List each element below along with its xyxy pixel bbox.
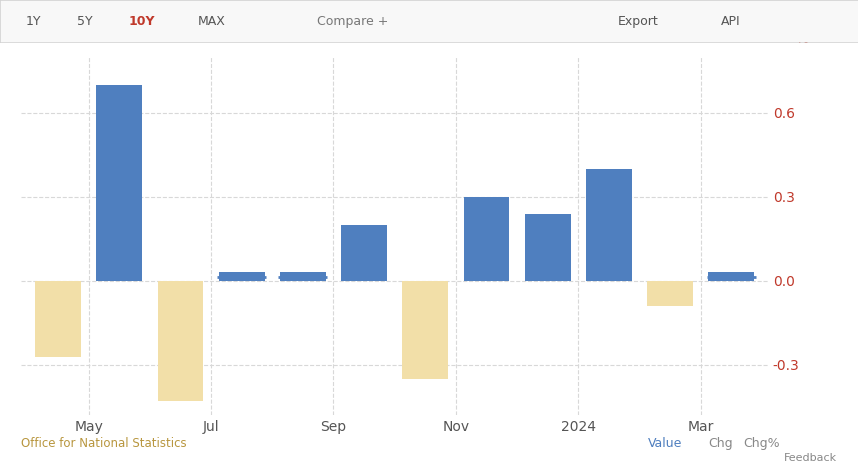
Text: Compare +: Compare + xyxy=(317,15,389,28)
Bar xyxy=(647,281,693,306)
Bar xyxy=(463,197,510,281)
Text: Export: Export xyxy=(618,15,658,28)
Bar xyxy=(35,281,82,356)
Bar xyxy=(96,84,142,281)
Text: 1Y: 1Y xyxy=(26,15,41,28)
Bar xyxy=(708,272,754,281)
Bar xyxy=(341,225,387,281)
Text: Value: Value xyxy=(648,437,682,450)
Text: %: % xyxy=(795,32,808,46)
Bar xyxy=(402,281,448,379)
Text: Chg: Chg xyxy=(708,437,733,450)
Text: Feedback: Feedback xyxy=(783,453,837,463)
Text: 5Y: 5Y xyxy=(77,15,93,28)
Text: Office for National Statistics: Office for National Statistics xyxy=(21,437,187,450)
Text: Chg%: Chg% xyxy=(743,437,780,450)
Bar xyxy=(158,281,203,401)
Bar xyxy=(280,272,326,281)
Bar xyxy=(586,169,631,281)
Text: API: API xyxy=(721,15,740,28)
Bar xyxy=(219,272,264,281)
Bar xyxy=(525,213,571,281)
Text: 10Y: 10Y xyxy=(129,15,155,28)
Text: MAX: MAX xyxy=(197,15,225,28)
